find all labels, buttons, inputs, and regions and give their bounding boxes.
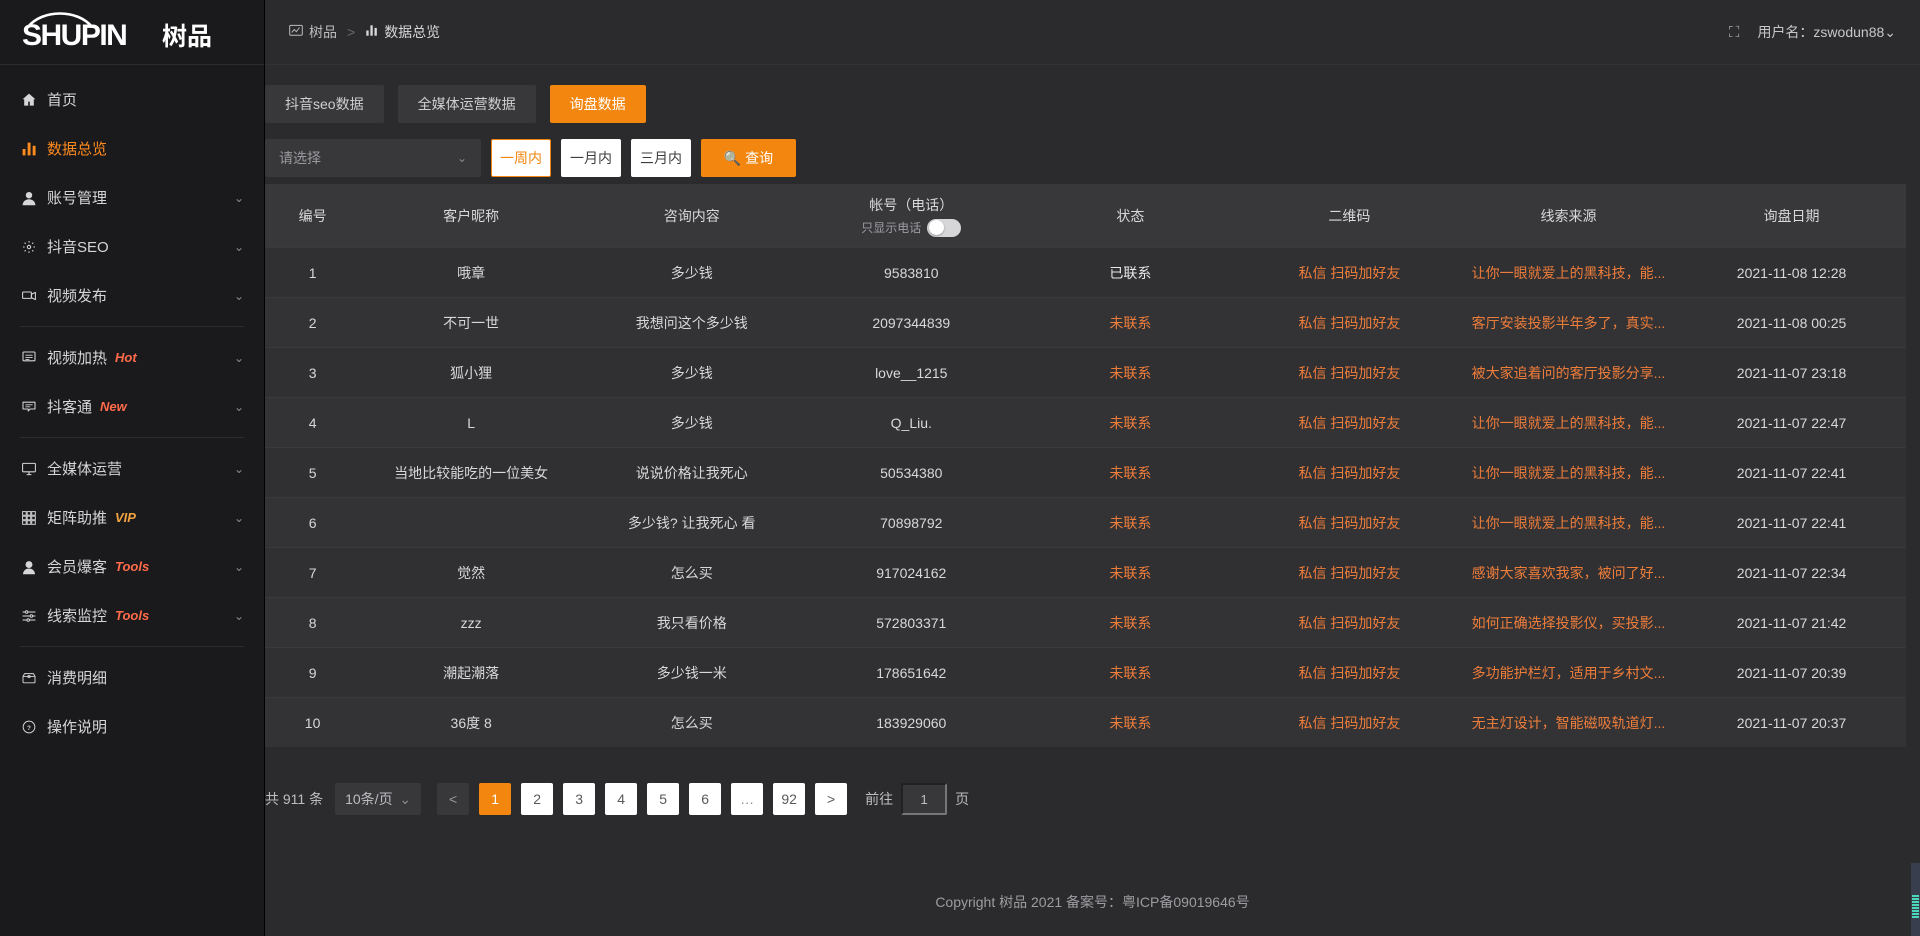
svg-text:SHUPIN: SHUPIN xyxy=(22,19,126,52)
svg-text:?: ? xyxy=(27,724,31,731)
svg-text:树品: 树品 xyxy=(162,17,212,52)
